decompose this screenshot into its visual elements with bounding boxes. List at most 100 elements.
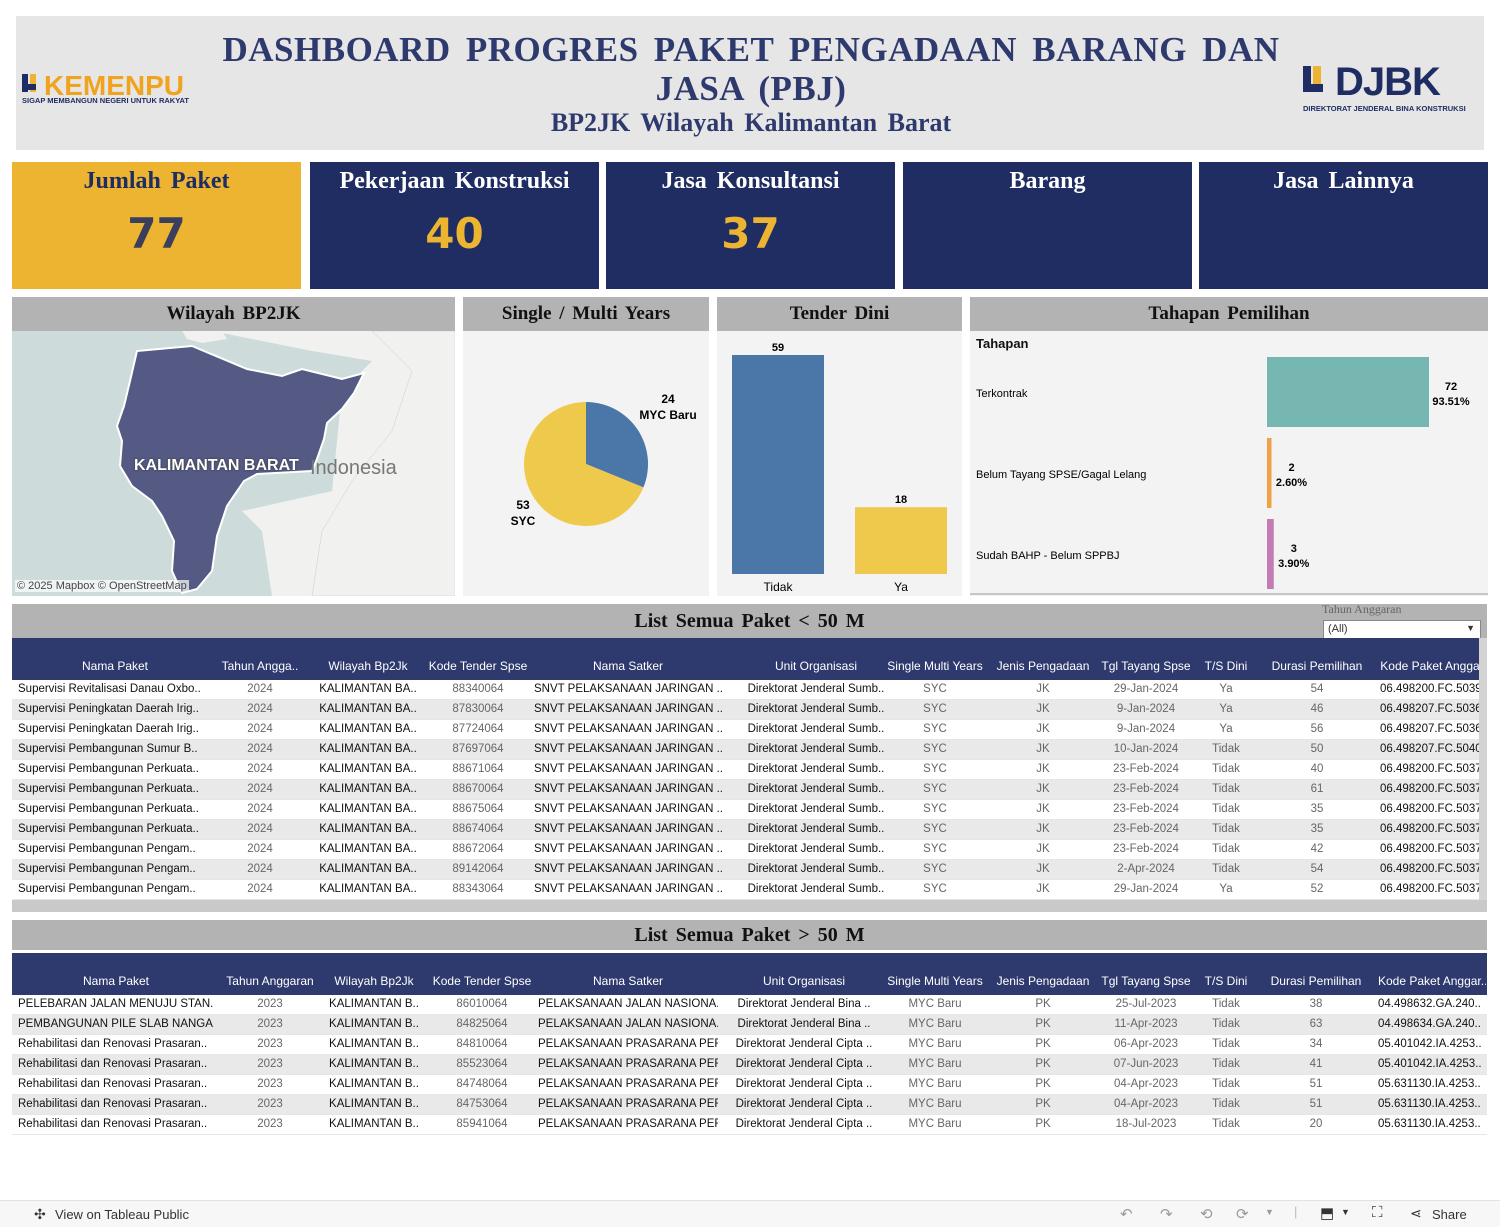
chevron-down-icon[interactable]: ▼: [1341, 1207, 1350, 1217]
column-header[interactable]: Kode Paket Anggar..: [1378, 974, 1486, 988]
table-row[interactable]: Supervisi Pembangunan Pengam.. 2024 KALIMA…: [12, 880, 1479, 900]
fullscreen-icon[interactable]: ⛶: [1372, 1204, 1383, 1221]
filter-tahun-dropdown[interactable]: (All) ▼: [1323, 620, 1481, 639]
tahapan-value-label: 2: [1288, 462, 1294, 474]
tahapan-panel-title: Tahapan Pemilihan: [970, 297, 1488, 331]
table-cell: 87830064: [452, 703, 504, 715]
share-icon[interactable]: ⋖: [1410, 1205, 1422, 1221]
column-header[interactable]: Tgl Tayang Spse: [1101, 659, 1191, 673]
column-header[interactable]: Kode Tender Spse: [428, 659, 528, 673]
chevron-down-icon[interactable]: ▼: [1265, 1207, 1274, 1217]
table-cell: SYC: [923, 683, 947, 695]
column-header[interactable]: Durasi Pemilihan: [1271, 659, 1363, 673]
revert-icon[interactable]: ⟲: [1200, 1206, 1213, 1223]
tahapan-chart[interactable]: Terkontrak 72 93.51% Belum Tayang SPSE/Gaga…: [970, 331, 1488, 596]
share-button[interactable]: Share: [1432, 1207, 1467, 1222]
table-row[interactable]: PEMBANGUNAN PILE SLAB NANGA.. 2023 KALIMAN…: [12, 1015, 1487, 1035]
chevron-down-icon[interactable]: ▼: [1466, 623, 1475, 633]
table-cell: KALIMANTAN BA..: [319, 883, 417, 895]
kpi-label: Jasa Konsultansi: [661, 168, 840, 194]
column-header[interactable]: Tgl Tayang Spse: [1101, 974, 1191, 988]
table-row[interactable]: Supervisi Revitalisasi Danau Oxbo.. 2024 K…: [12, 680, 1479, 700]
column-header[interactable]: T/S Dini: [1204, 974, 1248, 988]
table-cell: Direktorat Jenderal Sumb..: [747, 783, 885, 795]
column-header[interactable]: Tahun Angga..: [221, 659, 299, 673]
table-cell: SYC: [923, 803, 947, 815]
table-row[interactable]: Supervisi Pembangunan Pengam.. 2024 KALIMA…: [12, 860, 1479, 880]
column-header[interactable]: Single Multi Years: [887, 974, 983, 988]
redo-icon[interactable]: ↷: [1160, 1206, 1173, 1223]
table-cell: KALIMANTAN B..: [329, 1038, 419, 1050]
tahapan-axis-label: Tahapan: [976, 336, 1029, 351]
column-header[interactable]: Wilayah Bp2Jk: [334, 974, 414, 988]
pie-slice-myc-baru[interactable]: [586, 402, 648, 488]
table-cell: 20: [1309, 1118, 1323, 1130]
column-header[interactable]: Jenis Pengadaan: [996, 659, 1090, 673]
table-cell: SNVT PELAKSANAAN JARINGAN ..: [534, 703, 722, 715]
column-header[interactable]: Single Multi Years: [887, 659, 983, 673]
table-row[interactable]: PELEBARAN JALAN MENUJU STAN.. 2023 KALIMAN…: [12, 995, 1487, 1015]
table-large-title: List Semua Paket > 50 M: [12, 920, 1487, 950]
column-header[interactable]: Nama Paket: [81, 659, 149, 673]
table-small-scrollbar[interactable]: [12, 900, 1487, 912]
table-row[interactable]: Supervisi Peningkatan Daerah Irig.. 2024 K…: [12, 720, 1479, 740]
table-cell: PELAKSANAAN PRASARANA PER..: [538, 1078, 718, 1090]
table-row[interactable]: Rehabilitasi dan Renovasi Prasaran.. 2023…: [12, 1055, 1487, 1075]
bar-chart[interactable]: 59 Tidak 18 Ya: [717, 331, 962, 596]
table-small-vscroll[interactable]: [1479, 638, 1487, 900]
table-cell: 05.631130.IA.4253..: [1378, 1098, 1481, 1110]
table-cell: Direktorat Jenderal Sumb..: [747, 843, 885, 855]
table-row[interactable]: Supervisi Pembangunan Pengam.. 2024 KALIMA…: [12, 840, 1479, 860]
table-row[interactable]: Supervisi Pembangunan Perkuata.. 2024 KALI…: [12, 820, 1479, 840]
column-header[interactable]: Kode Tender Spse: [432, 974, 532, 988]
table-cell: 63: [1309, 1018, 1323, 1030]
view-on-tableau-link[interactable]: View on Tableau Public: [55, 1207, 189, 1222]
table-row[interactable]: Supervisi Peningkatan Daerah Irig.. 2024 K…: [12, 700, 1479, 720]
column-header[interactable]: Nama Satker: [592, 659, 664, 673]
kpi-jumlah-paket: Jumlah Paket 77: [12, 162, 301, 289]
table-row[interactable]: Rehabilitasi dan Renovasi Prasaran.. 2023…: [12, 1035, 1487, 1055]
column-header[interactable]: Unit Organisasi: [774, 659, 858, 673]
tahapan-bar[interactable]: [1267, 519, 1274, 589]
table-row[interactable]: Supervisi Pembangunan Perkuata.. 2024 KALI…: [12, 780, 1479, 800]
column-header[interactable]: T/S Dini: [1204, 659, 1248, 673]
table-cell: Ya: [1219, 723, 1233, 735]
column-header[interactable]: Unit Organisasi: [762, 974, 846, 988]
table-cell: 34: [1309, 1038, 1323, 1050]
bar-ya[interactable]: [855, 507, 947, 574]
table-row[interactable]: Supervisi Pembangunan Perkuata.. 2024 KALI…: [12, 800, 1479, 820]
table-row[interactable]: Rehabilitasi dan Renovasi Prasaran.. 2023…: [12, 1095, 1487, 1115]
kpi-label: Jumlah Paket: [83, 168, 230, 194]
column-header[interactable]: Kode Paket Angga: [1380, 659, 1480, 673]
table-row[interactable]: Supervisi Pembangunan Sumur B.. 2024 KALIM…: [12, 740, 1479, 760]
table-small-body: Supervisi Revitalisasi Danau Oxbo.. 2024 K…: [12, 680, 1479, 902]
table-cell: PELAKSANAAN JALAN NASIONA..: [538, 998, 718, 1010]
column-header[interactable]: Nama Satker: [592, 974, 664, 988]
table-cell: 2024: [247, 803, 273, 815]
bar-tidak[interactable]: [732, 355, 824, 574]
table-row[interactable]: Supervisi Pembangunan Perkuata.. 2024 KALI…: [12, 760, 1479, 780]
pie-chart[interactable]: 24 MYC Baru 53 SYC: [463, 331, 709, 596]
column-header[interactable]: Jenis Pengadaan: [996, 974, 1090, 988]
map-wilayah[interactable]: KALIMANTAN BARAT Indonesia © 2025 Mapbox…: [12, 331, 455, 596]
table-cell: JK: [1036, 823, 1050, 835]
download-icon[interactable]: ⬒: [1320, 1205, 1335, 1222]
table-cell: PELEBARAN JALAN MENUJU STAN..: [18, 998, 214, 1010]
tahapan-bar[interactable]: [1267, 438, 1272, 508]
refresh-icon[interactable]: ⟳: [1236, 1206, 1249, 1223]
column-header[interactable]: Wilayah Bp2Jk: [328, 659, 408, 673]
column-header[interactable]: Tahun Anggaran: [226, 974, 314, 988]
column-header[interactable]: Nama Paket: [82, 974, 150, 988]
table-cell: 46: [1310, 703, 1324, 715]
pie-slice-syc[interactable]: [524, 402, 644, 526]
undo-icon[interactable]: ↶: [1120, 1206, 1133, 1223]
pie-panel: 24 MYC Baru 53 SYC: [463, 331, 709, 596]
map-attribution[interactable]: © 2025 Mapbox © OpenStreetMap: [15, 580, 189, 592]
table-row[interactable]: Rehabilitasi dan Renovasi Prasaran.. 2023…: [12, 1075, 1487, 1095]
tahapan-bar[interactable]: [1267, 357, 1429, 427]
table-cell: 06.498200.FC.5037: [1380, 763, 1479, 775]
table-cell: 38: [1309, 998, 1323, 1010]
tableau-icon[interactable]: ✣: [34, 1206, 46, 1222]
table-row[interactable]: Rehabilitasi dan Renovasi Prasaran.. 2023…: [12, 1115, 1487, 1135]
column-header[interactable]: Durasi Pemilihan: [1270, 974, 1362, 988]
